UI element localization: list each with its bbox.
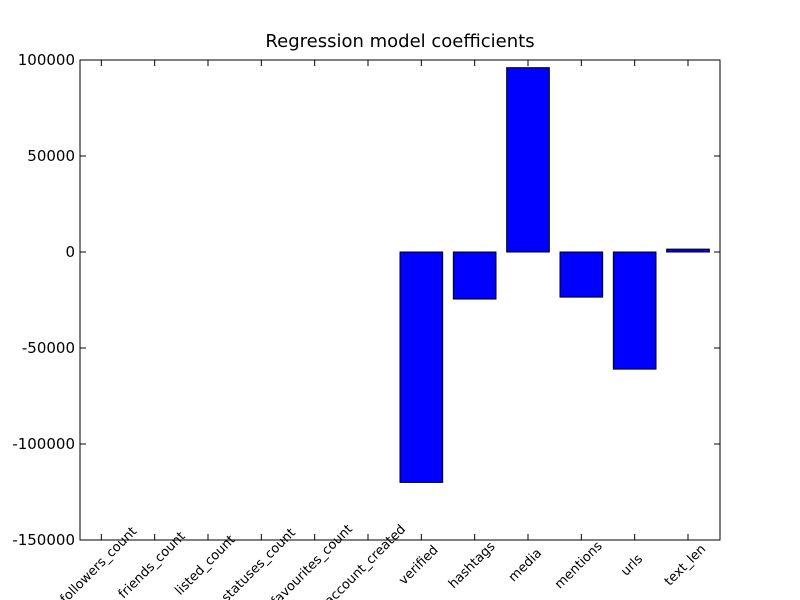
bar — [559, 251, 604, 298]
bar — [666, 248, 710, 253]
bar — [452, 251, 497, 300]
bar — [612, 251, 657, 370]
chart-title: Regression model coefficients — [265, 31, 534, 52]
y-tick-label: -100000 — [12, 435, 75, 453]
bar — [399, 251, 444, 483]
y-tick-label: 0 — [65, 243, 75, 261]
y-tick-label: 50000 — [27, 147, 75, 165]
y-tick-label: -150000 — [12, 531, 75, 549]
y-tick-label: -50000 — [22, 339, 75, 357]
plot-frame — [79, 59, 721, 541]
bar — [506, 67, 550, 253]
y-tick-label: 100000 — [18, 51, 75, 69]
